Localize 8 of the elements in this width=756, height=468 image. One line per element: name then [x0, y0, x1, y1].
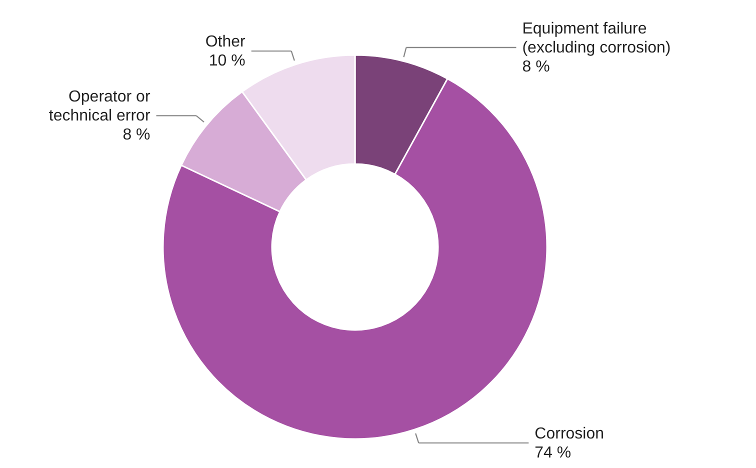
slice-label: Corrosion: [534, 425, 604, 442]
data-label: 8 %: [122, 126, 150, 144]
data-label: 8 %: [522, 58, 550, 76]
slice-label: Other: [205, 34, 246, 51]
data-label: 74 %: [534, 444, 572, 462]
slice-label: Equipment failure (excluding corrosion): [522, 20, 671, 56]
data-label: 10 %: [208, 52, 246, 70]
slice-label: Operator or technical error: [48, 88, 151, 125]
